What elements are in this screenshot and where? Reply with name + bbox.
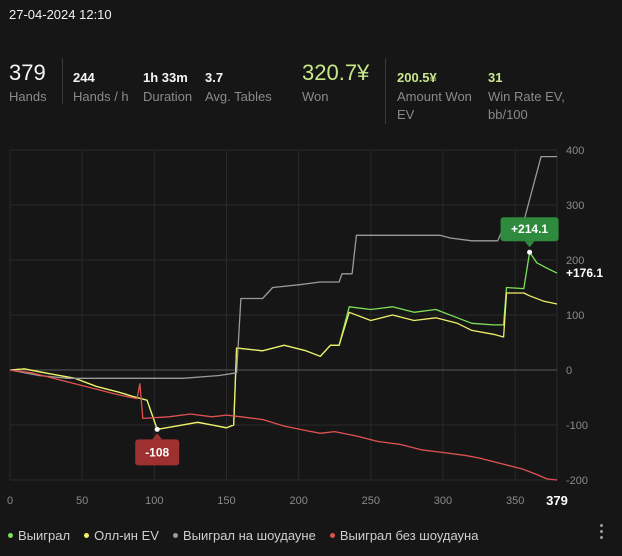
stat-hands-label: Hands	[9, 89, 47, 104]
x-tick-label: 200	[289, 495, 307, 507]
more-dot	[599, 530, 603, 533]
min-badge-label: -108	[145, 445, 169, 459]
stat-duration-value: 1h 33m	[143, 70, 188, 85]
series-line-0	[9, 251, 558, 431]
x-tick-label: 350	[506, 495, 524, 507]
max-point-marker	[527, 249, 533, 255]
stat-hands-value: 379	[9, 60, 46, 85]
stat-hph-value: 244	[73, 70, 95, 85]
stat-amount-won-ev-label: Amount Won EV	[397, 88, 472, 124]
stat-hph-label: Hands / h	[73, 89, 129, 104]
legend-label-non-showdown: Выиграл без шоудауна	[339, 528, 479, 543]
session-date: 27-04-2024 12:10	[9, 7, 112, 22]
x-tick-label: 150	[217, 495, 235, 507]
stat-avg-tables-label: Avg. Tables	[205, 89, 272, 104]
stat-amount-won-ev: 200.5¥ Amount Won EV	[397, 70, 472, 124]
legend-dot-yellow	[84, 533, 90, 538]
x-tick-label: 300	[434, 495, 452, 507]
max-badge: +214.1	[500, 217, 559, 248]
min-badge-bg	[135, 439, 180, 466]
stat-duration: 1h 33m Duration	[143, 70, 192, 106]
series-line-2	[9, 155, 557, 379]
stat-win-rate-ev-label-line2: bb/100	[488, 107, 528, 122]
legend-item-allin-ev[interactable]: Олл-ин EV	[84, 528, 159, 543]
x-end-label: 379	[546, 493, 568, 508]
end-value-label: +176.1	[566, 266, 603, 280]
series-line-1	[9, 292, 558, 431]
stat-avg-tables: 3.7 Avg. Tables	[205, 70, 272, 106]
stat-win-rate-ev: 31 Win Rate EV, bb/100	[488, 70, 565, 124]
y-tick-label: -100	[566, 420, 588, 432]
max-badge-arrow	[524, 241, 535, 248]
x-tick-label: 50	[76, 495, 88, 507]
stat-amount-won-ev-label-line1: Amount Won	[397, 89, 472, 104]
x-tick-label: 0	[7, 495, 13, 507]
min-badge-arrow	[152, 433, 163, 440]
y-tick-label: 300	[566, 200, 584, 212]
y-tick-label: 400	[566, 145, 584, 157]
legend-dot-green	[8, 533, 13, 538]
stat-won: 320.7¥ Won	[302, 60, 369, 106]
stat-win-rate-ev-value: 31	[488, 70, 503, 85]
stat-hands: 379 Hands	[9, 60, 47, 106]
series-line-3	[9, 369, 558, 481]
stat-amount-won-ev-value: 200.5¥	[397, 70, 437, 85]
min-point-marker	[154, 426, 160, 432]
legend-item-non-showdown[interactable]: Выиграл без шоудауна	[329, 528, 479, 543]
legend-dot-red	[329, 533, 335, 538]
legend-label-won: Выиграл	[18, 528, 71, 543]
y-tick-label: 0	[566, 365, 572, 377]
stat-won-label: Won	[302, 89, 329, 104]
stat-won-value: 320.7¥	[302, 60, 370, 85]
stat-duration-label: Duration	[143, 89, 193, 104]
y-tick-label: 100	[566, 310, 584, 322]
x-tick-label: 100	[145, 495, 163, 507]
stat-divider	[385, 58, 386, 124]
legend-item-showdown[interactable]: Выиграл на шоудауне	[172, 528, 316, 543]
results-chart[interactable]: 400 300 200 100 0 -100 -200 0 50 100 150 200 250 300 3…	[0, 140, 622, 515]
stat-hands-per-hour: 244 Hands / h	[73, 70, 129, 106]
stat-win-rate-ev-label: Win Rate EV, bb/100	[488, 88, 565, 124]
max-badge-bg	[500, 217, 559, 242]
stat-avg-tables-value: 3.7	[205, 70, 224, 85]
legend-dot-gray	[172, 533, 178, 538]
legend-label-showdown: Выиграл на шоудауне	[182, 528, 316, 543]
more-dot	[599, 524, 603, 527]
max-badge-label: +214.1	[511, 222, 548, 236]
y-tick-label: -200	[566, 475, 588, 487]
y-tick-label: 200	[566, 255, 584, 267]
min-badge: -108	[135, 433, 180, 466]
more-dot	[599, 536, 603, 539]
chart-legend: Выиграл Олл-ин EV Выиграл на шоудауне Вы…	[8, 528, 478, 543]
legend-label-allin-ev: Олл-ин EV	[94, 528, 159, 543]
stat-win-rate-ev-label-line1: Win Rate EV,	[488, 89, 565, 104]
x-tick-label: 250	[362, 495, 380, 507]
stat-divider	[62, 58, 63, 104]
more-options-icon[interactable]	[598, 524, 604, 539]
legend-item-won[interactable]: Выиграл	[8, 528, 70, 543]
stat-amount-won-ev-label-line2: EV	[397, 107, 415, 122]
